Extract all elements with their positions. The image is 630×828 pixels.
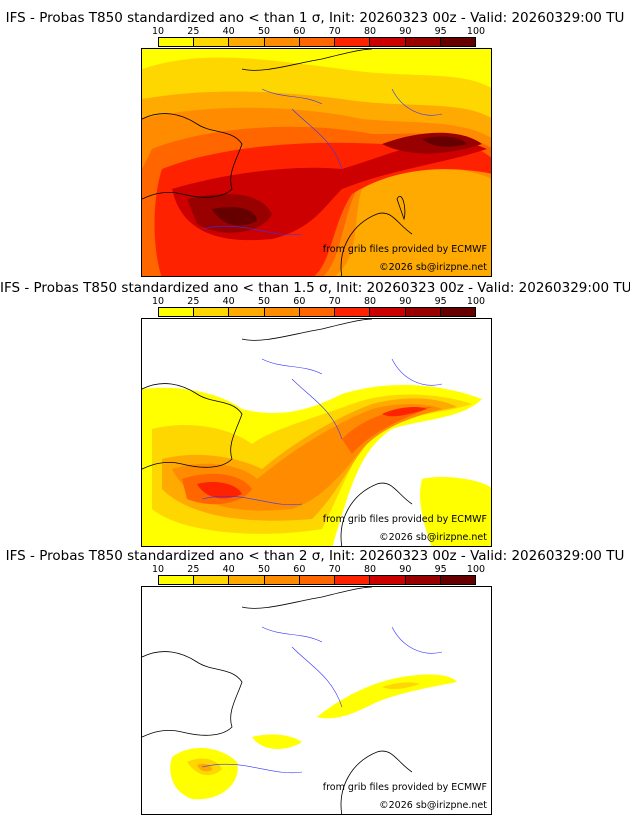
colorbar-tick-label: 70 [328, 564, 341, 575]
colorbar-tick-label: 10 [151, 564, 165, 575]
probability-field [142, 319, 491, 546]
colorbar-tick-label: 10 [151, 296, 165, 307]
colorbar-tick-label: 80 [363, 564, 377, 575]
colorbar-tick-label: 95 [434, 26, 447, 37]
colorbar-tick-label: 70 [328, 296, 341, 307]
copyright: ©2026 sb@irizpne.net [379, 800, 487, 811]
source-credit: from grib files provided by ECMWF [322, 244, 487, 255]
colorbar-tick-label: 50 [257, 26, 271, 37]
colorbar-segment [194, 308, 230, 316]
probability-map[interactable]: from grib files provided by ECMWF ©2026 … [141, 318, 492, 547]
colorbar-tick-label: 25 [187, 296, 200, 307]
colorbar-segment [440, 38, 475, 46]
colorbar [158, 575, 476, 585]
colorbar-segment [229, 38, 265, 46]
colorbar [158, 37, 476, 47]
colorbar-tick-label: 40 [222, 564, 235, 575]
colorbar-segment [405, 38, 441, 46]
panel-title: IFS - Probas T850 standardized ano < tha… [0, 280, 630, 296]
colorbar-tick-label: 90 [399, 564, 412, 575]
colorbar-segment [405, 308, 441, 316]
colorbar-tick-label: 95 [434, 564, 447, 575]
colorbar-segment [299, 308, 336, 316]
probability-map[interactable]: from grib files provided by ECMWF ©2026 … [141, 48, 492, 277]
colorbar-segment [159, 308, 195, 316]
probability-field [142, 49, 491, 276]
colorbar-segment [194, 576, 230, 584]
colorbar-tick-label: 80 [363, 26, 377, 37]
panel-2-sigma: IFS - Probas T850 standardized ano < tha… [0, 538, 630, 815]
colorbar-segment [335, 38, 371, 46]
source-credit: from grib files provided by ECMWF [322, 782, 487, 793]
colorbar-ticks: 10 25 40 50 60 70 80 90 95 100 [152, 26, 485, 37]
colorbar-ticks: 10 25 40 50 60 70 80 90 95 100 [152, 296, 485, 307]
panel-title: IFS - Probas T850 standardized ano < tha… [5, 548, 625, 564]
colorbar-segment [159, 38, 195, 46]
colorbar-segment [299, 38, 336, 46]
colorbar-segment [264, 576, 300, 584]
copyright: ©2026 sb@irizpne.net [379, 262, 487, 273]
colorbar-tick-label: 100 [466, 296, 486, 307]
colorbar-tick-label: 60 [293, 564, 306, 575]
colorbar-segment [335, 576, 371, 584]
copyright: ©2026 sb@irizpne.net [379, 532, 487, 543]
panel-1-sigma: IFS - Probas T850 standardized ano < tha… [0, 0, 630, 277]
colorbar-tick-label: 50 [257, 296, 271, 307]
colorbar-segment [370, 38, 406, 46]
colorbar-tick-label: 90 [399, 296, 412, 307]
colorbar-tick-label: 50 [257, 564, 271, 575]
colorbar-segment [440, 308, 475, 316]
colorbar-tick-label: 25 [187, 26, 200, 37]
colorbar-tick-label: 60 [293, 296, 306, 307]
colorbar-segment [335, 308, 371, 316]
colorbar-segment [370, 308, 406, 316]
colorbar-tick-label: 10 [151, 26, 165, 37]
colorbar-tick-label: 70 [328, 26, 341, 37]
colorbar-segment [440, 576, 475, 584]
colorbar-ticks: 10 25 40 50 60 70 80 90 95 100 [152, 564, 485, 575]
colorbar-tick-label: 100 [466, 564, 486, 575]
colorbar-tick-label: 80 [363, 296, 377, 307]
probability-field [142, 587, 457, 814]
probability-map[interactable]: from grib files provided by ECMWF ©2026 … [141, 586, 492, 815]
colorbar-segment [229, 576, 265, 584]
colorbar-tick-label: 95 [434, 296, 447, 307]
colorbar-segment [264, 308, 300, 316]
colorbar-segment [159, 576, 195, 584]
colorbar-segment [370, 576, 406, 584]
panel-1-5-sigma: IFS - Probas T850 standardized ano < tha… [0, 270, 630, 547]
panel-title: IFS - Probas T850 standardized ano < tha… [5, 10, 625, 26]
colorbar-segment [405, 576, 441, 584]
colorbar-segment [229, 308, 265, 316]
colorbar-tick-label: 90 [399, 26, 412, 37]
colorbar-segment [299, 576, 336, 584]
colorbar-tick-label: 40 [222, 296, 235, 307]
colorbar-tick-label: 25 [187, 564, 200, 575]
colorbar [158, 307, 476, 317]
source-credit: from grib files provided by ECMWF [322, 514, 487, 525]
colorbar-tick-label: 40 [222, 26, 235, 37]
colorbar-tick-label: 60 [293, 26, 306, 37]
colorbar-segment [264, 38, 300, 46]
colorbar-segment [194, 38, 230, 46]
colorbar-tick-label: 100 [466, 26, 486, 37]
